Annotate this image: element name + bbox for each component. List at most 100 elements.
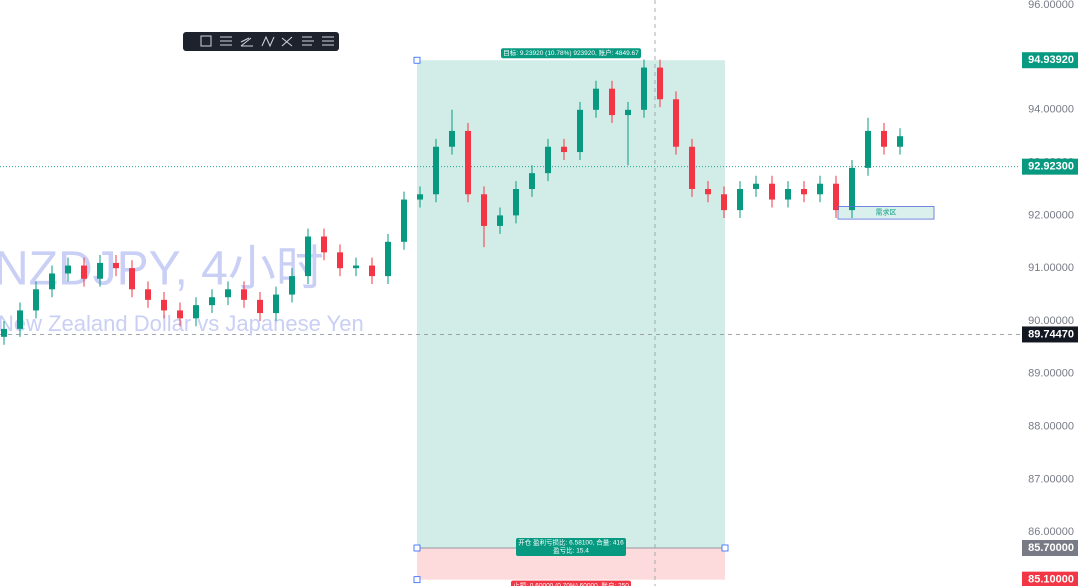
candle-body bbox=[273, 294, 279, 314]
candle-body bbox=[737, 188, 743, 211]
candle-body bbox=[177, 310, 183, 319]
candle-body bbox=[849, 167, 855, 211]
candle-body bbox=[417, 194, 423, 200]
candle-body bbox=[241, 289, 247, 300]
y-tick-label: 90.00000 bbox=[1028, 315, 1074, 327]
candle-body bbox=[497, 215, 503, 226]
candle-body bbox=[657, 67, 663, 100]
watermark-symbol: NZDJPY, 4小时 bbox=[0, 243, 324, 296]
price-badge-label: 94.93920 bbox=[1028, 54, 1074, 66]
position-handle bbox=[721, 544, 729, 552]
position-label-bg bbox=[516, 537, 626, 556]
drawing-toolbar bbox=[183, 32, 339, 51]
candle-body bbox=[481, 194, 487, 226]
price-badge bbox=[1022, 539, 1078, 556]
position-handle bbox=[413, 56, 421, 64]
candle-body bbox=[753, 183, 759, 189]
candle-body bbox=[641, 67, 647, 110]
candle-body bbox=[433, 146, 439, 195]
demand-zone bbox=[837, 206, 935, 220]
candle-body bbox=[785, 188, 791, 200]
price-badge bbox=[1022, 158, 1078, 175]
position-label-bg bbox=[501, 48, 641, 59]
foreground-layer: 需求区 目标: 9.23920 (10.78%) 923920, 账户: 4849… bbox=[1, 48, 1078, 586]
candle-body bbox=[113, 262, 119, 269]
candle-body bbox=[161, 299, 167, 311]
y-tick-label: 87.00000 bbox=[1028, 473, 1074, 485]
tool-lines[interactable] bbox=[220, 36, 232, 46]
y-tick-label: 89.00000 bbox=[1028, 368, 1074, 380]
candle-body bbox=[65, 265, 71, 274]
candle-body bbox=[17, 310, 23, 329]
candle-body bbox=[689, 146, 695, 189]
candle-body bbox=[209, 297, 215, 306]
price-badge-label: 85.10000 bbox=[1028, 574, 1074, 586]
position-label: 止损: 0.60000 (0.70%) 60000, 账户: 250 bbox=[513, 580, 629, 586]
candle-body bbox=[881, 130, 887, 147]
candle-body bbox=[353, 265, 359, 269]
candle-body bbox=[721, 194, 727, 211]
position-handle bbox=[413, 544, 421, 552]
candle-body bbox=[97, 262, 103, 279]
position-label-bg bbox=[511, 580, 631, 586]
candle-body bbox=[305, 236, 311, 277]
y-tick-label: 94.00000 bbox=[1028, 104, 1074, 116]
candle-body bbox=[193, 305, 199, 319]
candle-body bbox=[289, 276, 295, 295]
candle-body bbox=[385, 241, 391, 277]
candle-body bbox=[449, 130, 455, 147]
tool-rectangle[interactable] bbox=[200, 35, 212, 47]
candle-body bbox=[865, 130, 871, 168]
candle-body bbox=[545, 146, 551, 174]
y-tick-label: 91.00000 bbox=[1028, 262, 1074, 274]
candle-body bbox=[577, 109, 583, 153]
demand-zone-label: 需求区 bbox=[876, 208, 897, 217]
candle-body bbox=[769, 183, 775, 200]
y-tick-label: 88.00000 bbox=[1028, 420, 1074, 432]
candle-body bbox=[897, 136, 903, 147]
candle-body bbox=[337, 252, 343, 269]
position-handle bbox=[413, 576, 421, 584]
candle-body bbox=[513, 188, 519, 216]
candle-body bbox=[673, 99, 679, 147]
candle-body bbox=[145, 289, 151, 300]
candle-body bbox=[833, 183, 839, 211]
candle-body bbox=[593, 88, 599, 110]
y-tick-label: 86.00000 bbox=[1028, 526, 1074, 538]
toolbar-background bbox=[183, 32, 339, 51]
tool-settings[interactable] bbox=[322, 36, 334, 46]
candle-body bbox=[49, 273, 55, 290]
price-badge bbox=[1022, 326, 1078, 343]
price-badge-label: 89.74470 bbox=[1028, 328, 1074, 340]
candle-body bbox=[129, 268, 135, 290]
candle-body bbox=[561, 146, 567, 153]
tool-text[interactable] bbox=[302, 36, 314, 46]
candle-body bbox=[465, 130, 471, 195]
price-badge-label: 92.92300 bbox=[1028, 161, 1074, 173]
candle-body bbox=[81, 265, 87, 279]
candle-body bbox=[609, 88, 615, 116]
position-label: 开仓 盈利亏损比: 6.58100, 合量: 416 bbox=[518, 538, 624, 547]
y-tick-label: 96.00000 bbox=[1028, 0, 1074, 11]
candle-body bbox=[33, 289, 39, 311]
candle-body bbox=[801, 188, 807, 195]
price-badge bbox=[1022, 52, 1078, 69]
candle-body bbox=[529, 173, 535, 189]
candle-body bbox=[321, 236, 327, 253]
tool-cross[interactable] bbox=[281, 36, 293, 47]
position-label: 目标: 9.23920 (10.78%) 923920, 账户: 4849.67 bbox=[503, 48, 639, 57]
candle-body bbox=[625, 109, 631, 116]
candle-body bbox=[817, 183, 823, 195]
price-badge bbox=[1022, 571, 1078, 586]
tool-fib[interactable] bbox=[240, 37, 253, 47]
tool-pattern[interactable] bbox=[261, 35, 275, 48]
position-label: 盈亏比: 15.4 bbox=[553, 546, 589, 555]
candle-body bbox=[225, 289, 231, 298]
candle-body bbox=[369, 265, 375, 277]
candle-body bbox=[257, 299, 263, 314]
candle-body bbox=[401, 199, 407, 242]
y-tick-label: 92.00000 bbox=[1028, 209, 1074, 221]
candle-body bbox=[1, 328, 7, 337]
